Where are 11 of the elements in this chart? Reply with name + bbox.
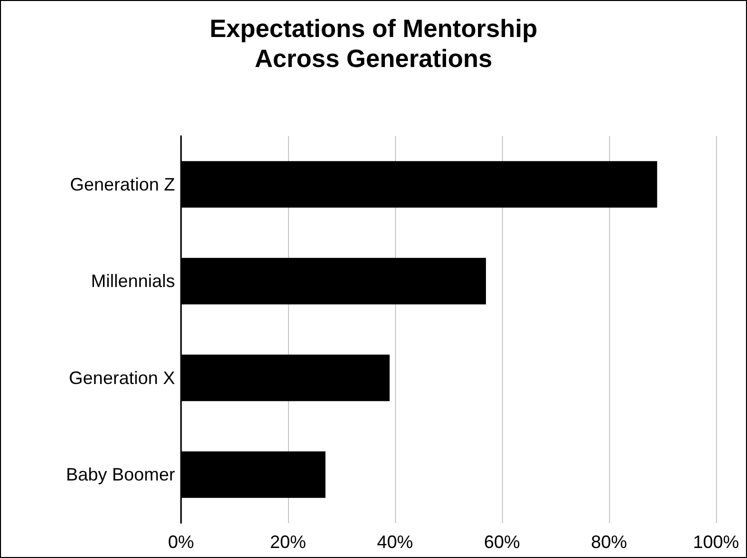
x-tick-label: 60% bbox=[484, 532, 520, 552]
chart-title: Expectations of Mentorship Across Generations bbox=[210, 15, 538, 73]
y-tick-label: Baby Boomer bbox=[66, 464, 175, 485]
y-tick-label: Millennials bbox=[90, 271, 175, 292]
x-tick-label: 40% bbox=[376, 532, 414, 552]
x-tick-label: 0% bbox=[168, 532, 194, 552]
x-tick-label: 80% bbox=[590, 532, 628, 552]
y-tick-label: Generation X bbox=[68, 368, 175, 388]
y-tick-label: Generation Z bbox=[70, 174, 175, 194]
x-tick-label: 100% bbox=[692, 532, 740, 552]
x-tick-label: 20% bbox=[270, 532, 306, 552]
